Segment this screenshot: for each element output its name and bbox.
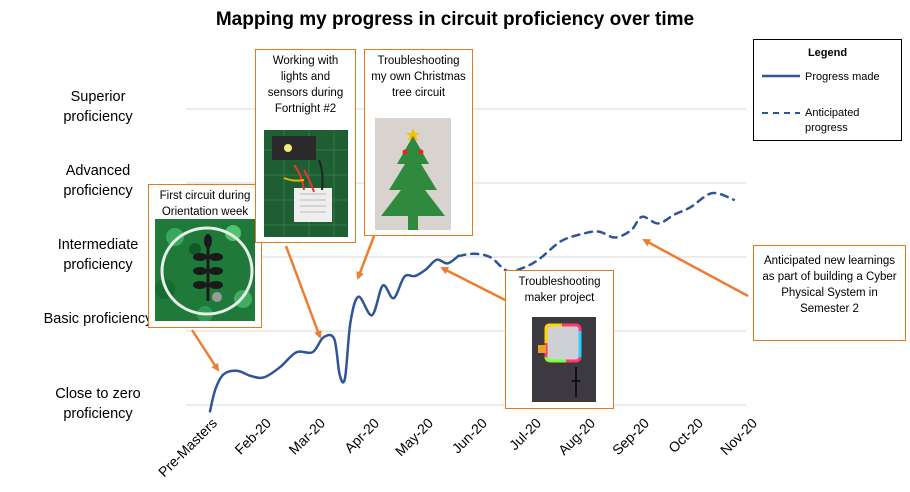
led-frame-photo <box>532 317 596 402</box>
y-level-label-intermediate: Intermediate proficiency <box>57 237 139 273</box>
x-tick-label: Sep-20 <box>609 415 652 458</box>
annotation-christmas: Troubleshooting my own Christmas tree ci… <box>364 49 473 236</box>
annotation-maker: Troubleshooting maker project <box>505 270 614 409</box>
arrow-christmas <box>356 235 376 280</box>
annotation-fortnight: Working with lights and sensors during F… <box>255 49 356 243</box>
arrow-anticipated <box>642 238 749 298</box>
x-tick-label: Jul-20 <box>506 415 544 453</box>
annotation-anticipated-text: Anticipated new learnings as part of bui… <box>762 255 897 315</box>
embroidery-photo <box>155 219 255 321</box>
series-lines <box>208 191 736 413</box>
x-axis-tick-labels: Pre-Masters Feb-20 Mar-20 Apr-20 May-20 Jun-2… <box>155 415 760 480</box>
legend: Legend Progress made Anticipated progres… <box>753 39 902 141</box>
annotation-christmas-text: Troubleshooting my own Christmas tree ci… <box>371 55 466 99</box>
x-tick-label: Jun-20 <box>449 415 491 457</box>
arrow-fortnight <box>284 245 322 339</box>
legend-title: Legend <box>807 47 848 59</box>
annotation-maker-text: Troubleshooting maker project <box>518 276 601 304</box>
arrow-first-circuit <box>190 329 220 372</box>
x-tick-label: May-20 <box>392 415 436 459</box>
x-tick-label: Mar-20 <box>285 415 328 458</box>
christmas-tree-photo <box>375 118 451 230</box>
annotation-anticipated: Anticipated new learnings as part of bui… <box>753 245 906 341</box>
legend-item-progress-made: Progress made <box>805 71 880 83</box>
chart-title: Mapping my progress in circuit proficien… <box>215 9 695 30</box>
annotation-fortnight-text: Working with lights and sensors during F… <box>267 55 344 115</box>
y-level-label-basic: Basic proficiency <box>43 311 153 327</box>
y-level-label-close-to-zero: Close to zero proficiency <box>55 386 141 422</box>
annotation-arrows <box>190 235 749 372</box>
annotation-first-circuit: First circuit during Orientation week <box>148 184 262 328</box>
annotation-first-circuit-text: First circuit during Orientation week <box>159 190 251 218</box>
x-tick-label: Apr-20 <box>341 415 382 456</box>
legend-item-anticipated-progress: Anticipated progress <box>805 107 860 134</box>
breadboard-photo <box>264 130 348 237</box>
x-tick-label: Nov-20 <box>717 415 760 458</box>
series-anticipated-progress <box>457 191 736 273</box>
x-tick-label: Oct-20 <box>665 415 706 456</box>
x-tick-label: Feb-20 <box>231 415 274 458</box>
x-tick-label: Pre-Masters <box>155 415 220 480</box>
y-level-label-advanced: Advanced proficiency <box>63 163 133 199</box>
x-tick-label: Aug-20 <box>555 415 598 458</box>
series-progress-made <box>208 254 460 413</box>
y-level-label-superior: Superior proficiency <box>63 89 133 125</box>
legend-swatches <box>762 74 800 114</box>
